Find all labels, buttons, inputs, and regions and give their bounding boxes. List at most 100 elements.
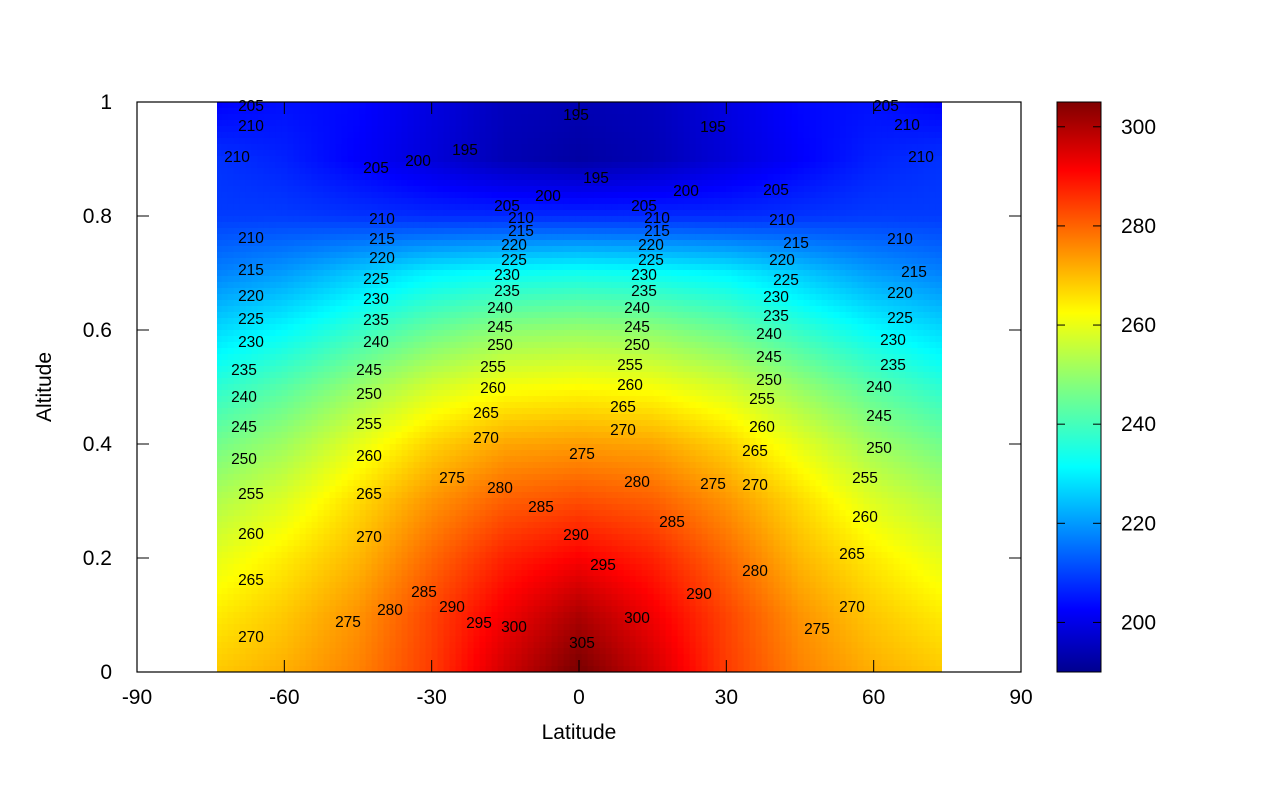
contour-label: 205 [873,98,899,115]
contour-label: 220 [369,250,395,267]
contour-label: 280 [624,474,650,491]
contour-label: 205 [363,160,389,177]
contour-label: 260 [749,419,775,436]
contour-label: 270 [839,599,865,616]
y-tick-label: 0.2 [83,547,112,570]
contour-label: 305 [569,635,595,652]
contour-label: 215 [508,223,534,240]
contour-label: 195 [452,142,478,159]
x-tick-label: -60 [269,686,299,709]
y-tick-label: 0 [100,661,112,684]
contour-label: 275 [335,614,361,631]
contour-label: 210 [369,211,395,228]
contour-label: 235 [231,362,257,379]
contour-label: 260 [480,380,506,397]
contour-label: 280 [742,563,768,580]
contour-label: 205 [763,182,789,199]
contour-label: 210 [887,231,913,248]
contour-label: 240 [231,389,257,406]
contour-label: 215 [783,235,809,252]
x-tick-label: 0 [573,686,585,709]
contour-label: 250 [356,386,382,403]
contour-label: 265 [610,399,636,416]
contour-label: 240 [624,300,650,317]
contour-label: 255 [852,470,878,487]
contour-label: 210 [644,210,670,227]
contour-label: 265 [473,405,499,422]
contour-label: 245 [356,362,382,379]
contour-label: 195 [583,170,609,187]
contour-label: 225 [638,252,664,269]
contour-label: 260 [238,526,264,543]
y-axis-title: Altitude [33,352,56,422]
contour-label: 235 [363,312,389,329]
contour-label: 245 [756,349,782,366]
contour-label: 250 [756,372,782,389]
contour-label: 210 [224,149,250,166]
contour-label: 260 [356,448,382,465]
contour-label: 250 [624,337,650,354]
y-tick-label: 0.8 [83,205,112,228]
contour-label: 240 [363,334,389,351]
contour-label: 275 [700,476,726,493]
contour-label: 215 [369,231,395,248]
contour-label: 250 [487,337,513,354]
contour-label: 205 [494,198,520,215]
contour-label: 230 [631,267,657,284]
contour-label: 225 [887,310,913,327]
contour-label: 265 [839,546,865,563]
contour-label: 255 [480,359,506,376]
contour-label: 215 [901,264,927,281]
contour-label: 260 [852,509,878,526]
contour-label: 300 [624,610,650,627]
contour-label: 280 [487,480,513,497]
contour-label: 225 [238,311,264,328]
contour-label: 225 [501,252,527,269]
contour-label: 290 [439,599,465,616]
x-axis-title: Latitude [542,721,617,744]
contour-label: 220 [501,237,527,254]
y-axis: 0 0.2 0.4 0.6 0.8 1 [83,91,113,684]
contour-label: 265 [356,486,382,503]
contour-label: 255 [749,391,775,408]
contour-label: 270 [356,529,382,546]
contour-label: 270 [610,422,636,439]
x-tick-label: 90 [1009,686,1032,709]
contour-label: 255 [617,357,643,374]
colorbar-tick-label: 220 [1121,512,1156,535]
contour-label: 200 [535,188,561,205]
contour-label: 230 [363,291,389,308]
contour-label: 220 [238,288,264,305]
contour-label: 195 [700,119,726,136]
colorbar-tick-label: 240 [1121,413,1156,436]
contour-label: 295 [590,557,616,574]
colorbar-tick-label: 280 [1121,215,1156,238]
contour-label: 270 [742,477,768,494]
contour-label: 285 [659,514,685,531]
x-tick-label: -90 [122,686,152,709]
contour-label: 290 [686,586,712,603]
contour-label: 295 [466,615,492,632]
y-tick-label: 0.4 [83,433,113,456]
contour-label: 205 [238,98,264,115]
x-tick-label: 30 [715,686,738,709]
contour-label: 245 [231,419,257,436]
colorbar-tick-label: 300 [1121,116,1156,139]
contour-label: 285 [411,584,437,601]
contour-label: 210 [508,210,534,227]
contour-label: 240 [487,300,513,317]
contour-label: 230 [238,334,264,351]
x-tick-label: 60 [862,686,885,709]
contour-label: 220 [769,252,795,269]
contour-label: 245 [866,408,892,425]
contour-label: 280 [377,602,403,619]
contour-label: 265 [238,572,264,589]
contour-label: 200 [673,183,699,200]
contour-label: 235 [494,283,520,300]
contour-label: 285 [528,499,554,516]
contour-label: 215 [644,223,670,240]
contour-label: 210 [894,117,920,134]
